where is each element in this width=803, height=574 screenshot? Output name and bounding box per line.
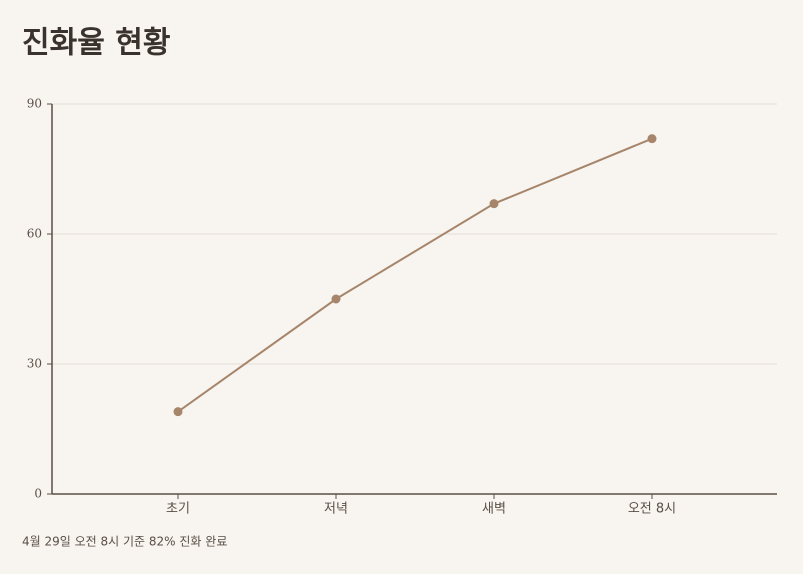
data-point: [173, 407, 183, 417]
data-point: [647, 134, 657, 144]
x-tick-label: 초기: [166, 502, 190, 517]
y-tick-label: 90: [27, 97, 42, 111]
data-point: [331, 294, 341, 304]
footnote: 4월 29일 오전 8시 기준 82% 진화 완료: [22, 535, 227, 549]
y-tick-label: 0: [34, 487, 42, 501]
chart-title: 진화율 현황: [22, 26, 170, 61]
data-point: [489, 199, 499, 209]
x-tick-label: 오전 8시: [628, 502, 676, 517]
y-tick-label: 30: [27, 357, 42, 371]
series-line: [177, 137, 653, 413]
y-tick-label: 60: [27, 227, 42, 241]
x-tick-label: 새벽: [482, 502, 506, 517]
x-tick-label: 저녁: [324, 502, 348, 517]
